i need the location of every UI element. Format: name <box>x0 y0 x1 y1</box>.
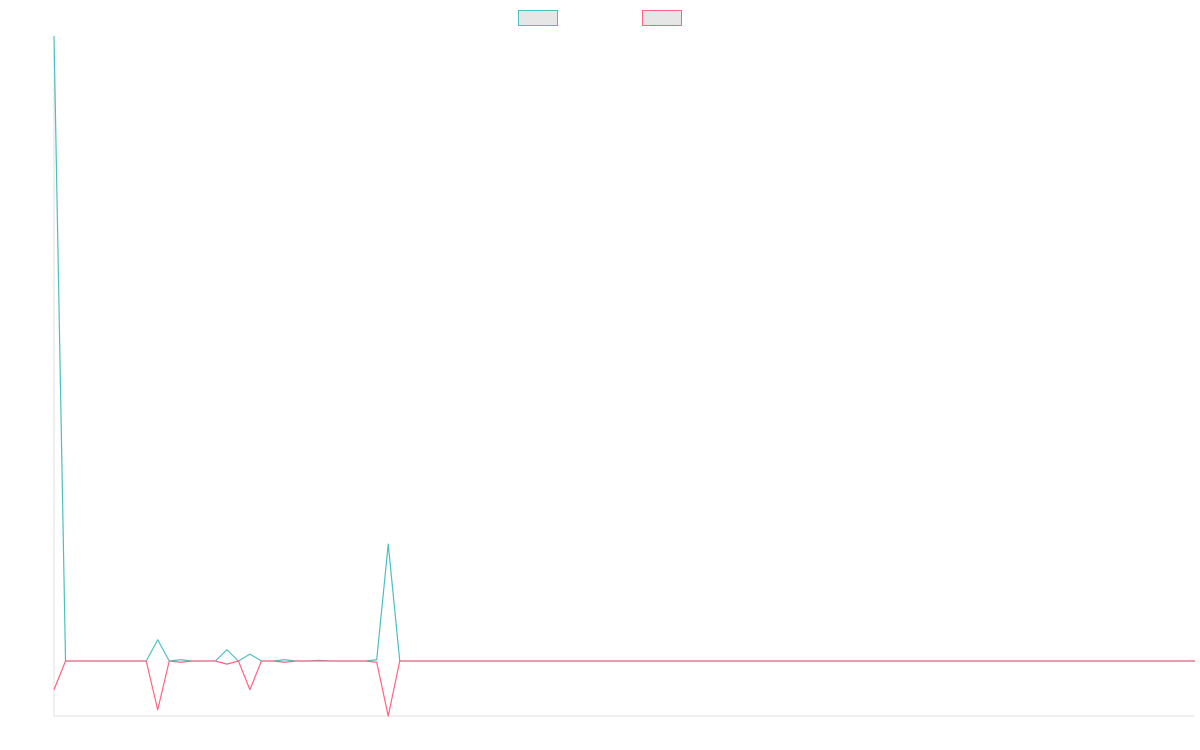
legend-swatch <box>642 10 682 26</box>
legend-swatch <box>518 10 558 26</box>
series-line <box>53 660 1195 717</box>
series-line <box>53 35 1195 662</box>
